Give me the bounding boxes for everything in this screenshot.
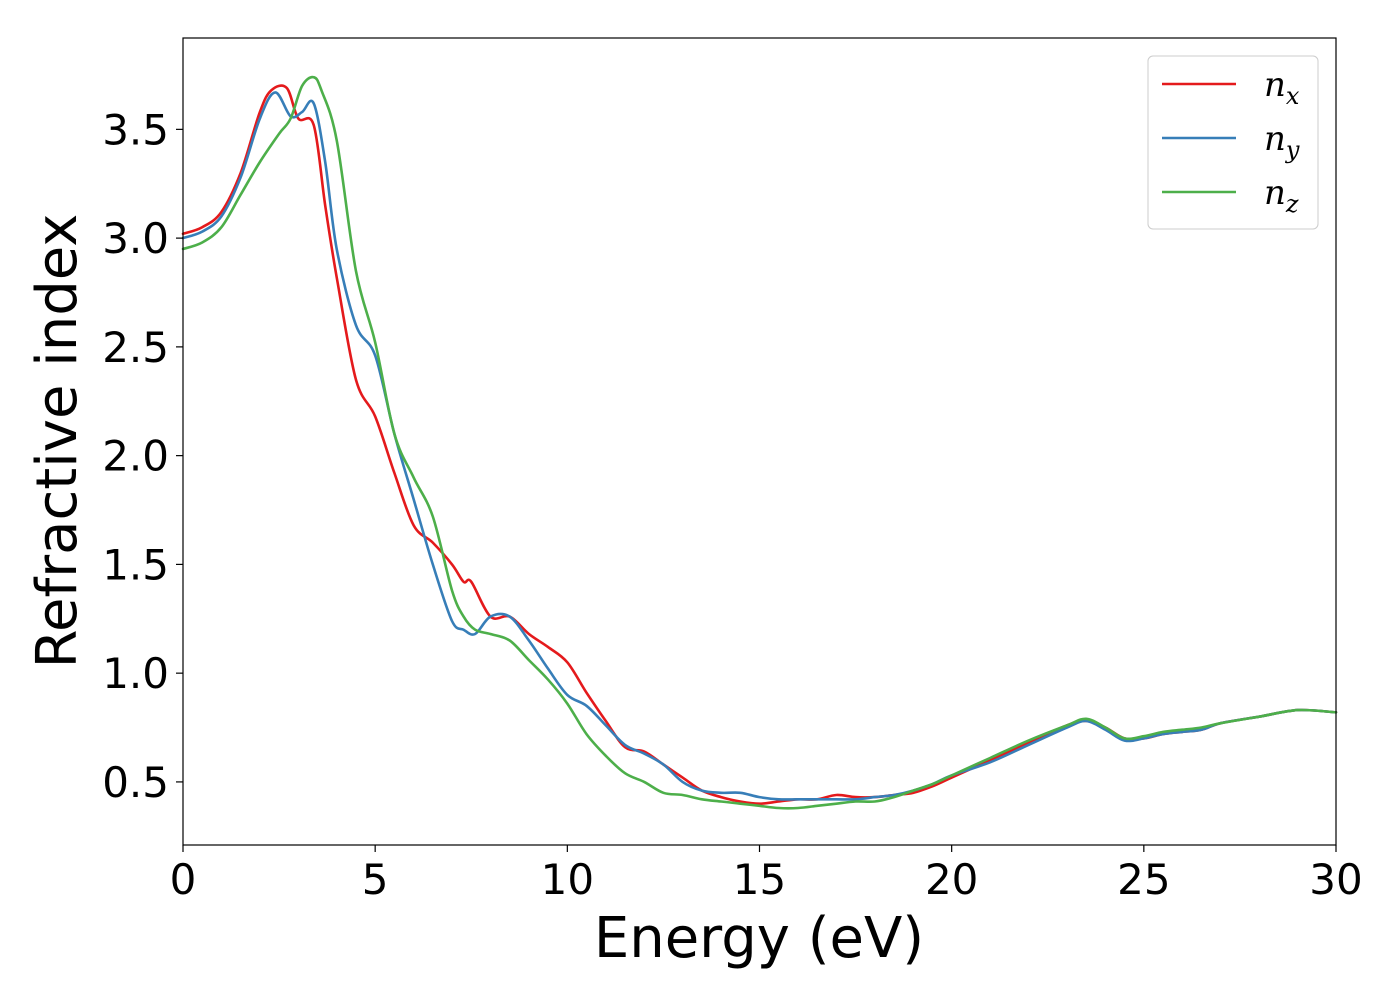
series-line-ny: [181, 91, 1338, 801]
x-axis-label: Energy (eV): [594, 906, 924, 971]
x-axis-ticks: 0 5 10 15 20 25 30: [170, 845, 1363, 904]
y-tick-label: 2.0: [102, 432, 169, 481]
legend-frame: [1147, 55, 1319, 230]
y-axis-label: Refractive index: [25, 214, 90, 669]
x-tick-label: 15: [733, 855, 786, 904]
y-tick-label: 3.0: [102, 214, 169, 263]
x-tick-label: 0: [170, 855, 197, 904]
x-tick-label: 10: [541, 855, 594, 904]
legend-label-nz: nz: [1264, 173, 1299, 218]
legend-label-ny: ny: [1264, 119, 1300, 164]
x-tick-label: 25: [1117, 855, 1170, 904]
series-line-nz: [181, 75, 1338, 810]
legend-label-nx: nx: [1264, 65, 1300, 110]
x-tick-label: 20: [925, 855, 978, 904]
x-tick-label: 30: [1309, 855, 1362, 904]
y-tick-label: 1.0: [102, 649, 169, 698]
y-tick-label: 1.5: [102, 540, 169, 589]
plot-lines: [181, 75, 1338, 810]
y-axis-ticks: 0.5 1.0 1.5 2.0 2.5 3.0 3.5: [102, 105, 183, 807]
y-tick-label: 3.5: [102, 105, 169, 154]
legend-items: nx ny nz: [1162, 65, 1300, 218]
y-tick-label: 2.5: [102, 323, 169, 372]
y-tick-label: 0.5: [102, 758, 169, 807]
x-tick-label: 5: [362, 855, 389, 904]
legend: nx ny nz: [1147, 55, 1319, 230]
